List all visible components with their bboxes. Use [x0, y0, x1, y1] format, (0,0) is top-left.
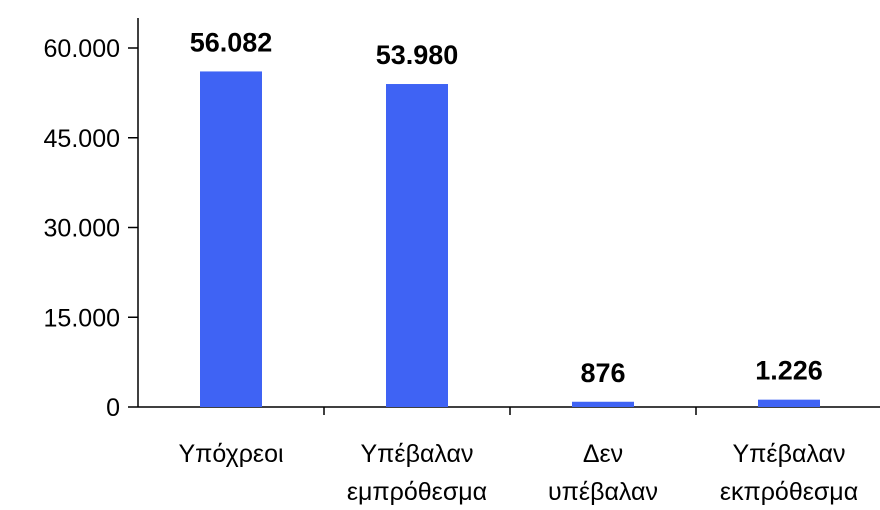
data-label: 53.980: [376, 40, 459, 70]
category-label: Υπέβαλαν εκπρόθεσμα: [720, 440, 858, 506]
data-label: 876: [580, 358, 625, 388]
category-label: Δεν υπέβαλαν: [548, 440, 658, 506]
chart-labels: 0 15.000 30.000 45.000 60.000 56.082 Υπόχρεοι 5…: [44, 27, 859, 506]
bar: [758, 399, 820, 407]
y-tick-label: 30.000: [44, 215, 120, 243]
bar: [572, 401, 634, 407]
category-label-line: Υπόχρεοι: [178, 440, 283, 468]
y-tick-label: 15.000: [44, 304, 120, 332]
y-tick-label: 0: [106, 394, 120, 422]
bar-series: [200, 71, 820, 408]
category-label-line: Δεν: [583, 440, 623, 468]
category-label-line: Υπέβαλαν: [361, 440, 474, 468]
y-tick-label: 45.000: [44, 125, 120, 153]
category-label-line: εκπρόθεσμα: [720, 478, 858, 506]
category-label-line: εμπρόθεσμα: [347, 478, 487, 506]
category-label-line: Υπέβαλαν: [733, 440, 846, 468]
bar: [386, 84, 448, 408]
data-label: 56.082: [190, 27, 273, 57]
data-label: 1.226: [755, 356, 823, 386]
category-label-line: υπέβαλαν: [548, 478, 658, 506]
y-tick-label: 60.000: [44, 35, 120, 63]
category-label: Υπέβαλαν εμπρόθεσμα: [347, 440, 487, 506]
bar: [200, 71, 262, 408]
category-label: Υπόχρεοι: [178, 440, 283, 468]
